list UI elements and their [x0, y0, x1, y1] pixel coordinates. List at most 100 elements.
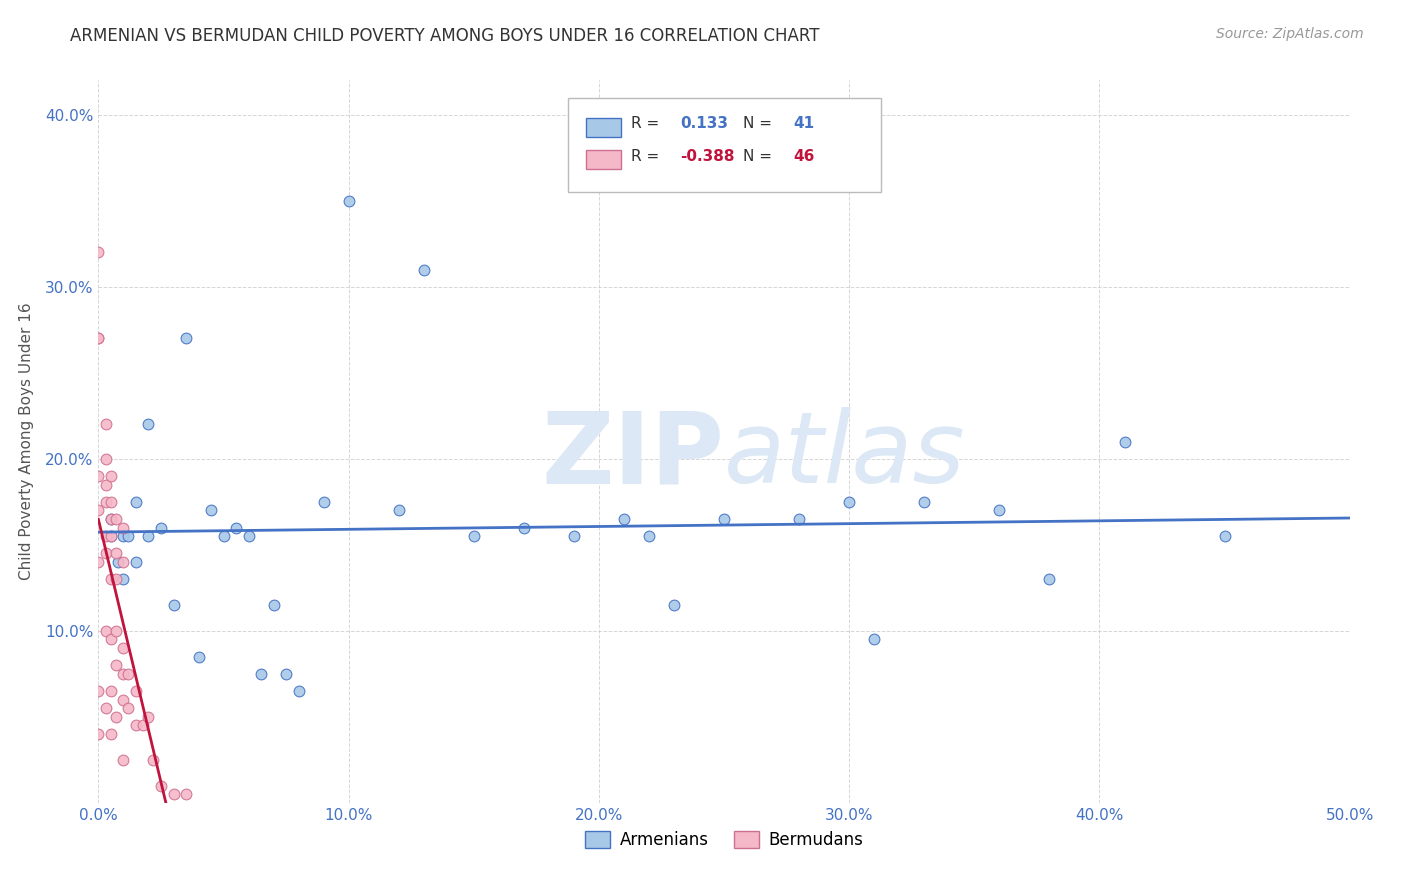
- Point: [117, 666, 139, 681]
- Legend: Armenians, Bermudans: Armenians, Bermudans: [578, 824, 870, 856]
- Point: [142, 753, 165, 767]
- Text: N =: N =: [742, 116, 772, 131]
- Point: [337, 194, 360, 208]
- Point: [200, 503, 222, 517]
- Point: [94, 701, 117, 715]
- Point: [94, 451, 117, 466]
- Point: [87, 503, 110, 517]
- Point: [112, 640, 135, 655]
- Point: [838, 494, 860, 508]
- FancyBboxPatch shape: [568, 98, 880, 193]
- Point: [112, 692, 135, 706]
- Point: [662, 598, 685, 612]
- Point: [713, 512, 735, 526]
- Text: -0.388: -0.388: [681, 149, 735, 163]
- Point: [87, 469, 110, 483]
- Point: [162, 787, 184, 801]
- Point: [104, 546, 127, 560]
- Point: [863, 632, 886, 647]
- Point: [132, 718, 155, 732]
- Point: [125, 684, 148, 698]
- Text: 0.133: 0.133: [681, 116, 728, 131]
- Point: [94, 624, 117, 638]
- Point: [100, 494, 122, 508]
- Point: [104, 710, 127, 724]
- Point: [125, 494, 148, 508]
- Point: [94, 546, 117, 560]
- Point: [150, 779, 173, 793]
- Point: [912, 494, 935, 508]
- Point: [100, 512, 122, 526]
- Point: [638, 529, 661, 543]
- Text: R =: R =: [631, 149, 659, 163]
- Point: [87, 331, 110, 345]
- Point: [100, 632, 122, 647]
- Point: [94, 529, 117, 543]
- Point: [100, 529, 122, 543]
- Point: [100, 572, 122, 586]
- Point: [112, 529, 135, 543]
- Text: ARMENIAN VS BERMUDAN CHILD POVERTY AMONG BOYS UNDER 16 CORRELATION CHART: ARMENIAN VS BERMUDAN CHILD POVERTY AMONG…: [70, 27, 820, 45]
- Point: [125, 555, 148, 569]
- Point: [112, 520, 135, 534]
- Point: [117, 529, 139, 543]
- Point: [100, 727, 122, 741]
- Point: [174, 331, 197, 345]
- Point: [162, 598, 184, 612]
- Point: [287, 684, 309, 698]
- Point: [112, 555, 135, 569]
- Point: [613, 512, 636, 526]
- Point: [100, 512, 122, 526]
- Point: [117, 701, 139, 715]
- Point: [562, 529, 585, 543]
- Point: [87, 245, 110, 260]
- Point: [87, 555, 110, 569]
- Point: [174, 787, 197, 801]
- Point: [1114, 434, 1136, 449]
- Text: atlas: atlas: [724, 408, 966, 505]
- Point: [463, 529, 485, 543]
- Point: [988, 503, 1011, 517]
- Point: [513, 520, 536, 534]
- Point: [104, 624, 127, 638]
- Point: [187, 649, 209, 664]
- Point: [138, 417, 160, 432]
- Point: [250, 666, 273, 681]
- FancyBboxPatch shape: [586, 118, 621, 136]
- Point: [225, 520, 247, 534]
- Point: [112, 572, 135, 586]
- Point: [112, 753, 135, 767]
- Text: 46: 46: [793, 149, 814, 163]
- Point: [87, 331, 110, 345]
- Point: [263, 598, 285, 612]
- Point: [100, 469, 122, 483]
- Text: 41: 41: [793, 116, 814, 131]
- Point: [150, 520, 173, 534]
- Point: [112, 666, 135, 681]
- Point: [94, 477, 117, 491]
- Point: [212, 529, 235, 543]
- Y-axis label: Child Poverty Among Boys Under 16: Child Poverty Among Boys Under 16: [18, 302, 34, 581]
- Point: [87, 727, 110, 741]
- Point: [1213, 529, 1236, 543]
- Point: [787, 512, 810, 526]
- Point: [138, 710, 160, 724]
- Point: [104, 572, 127, 586]
- Point: [274, 666, 298, 681]
- Point: [104, 658, 127, 673]
- Point: [104, 512, 127, 526]
- Point: [1038, 572, 1060, 586]
- Point: [138, 529, 160, 543]
- Point: [125, 718, 148, 732]
- Text: R =: R =: [631, 116, 659, 131]
- Point: [312, 494, 335, 508]
- FancyBboxPatch shape: [586, 151, 621, 169]
- Point: [100, 529, 122, 543]
- Text: Source: ZipAtlas.com: Source: ZipAtlas.com: [1216, 27, 1364, 41]
- Point: [412, 262, 434, 277]
- Point: [238, 529, 260, 543]
- Point: [94, 417, 117, 432]
- Point: [388, 503, 411, 517]
- Point: [87, 684, 110, 698]
- Text: ZIP: ZIP: [541, 408, 724, 505]
